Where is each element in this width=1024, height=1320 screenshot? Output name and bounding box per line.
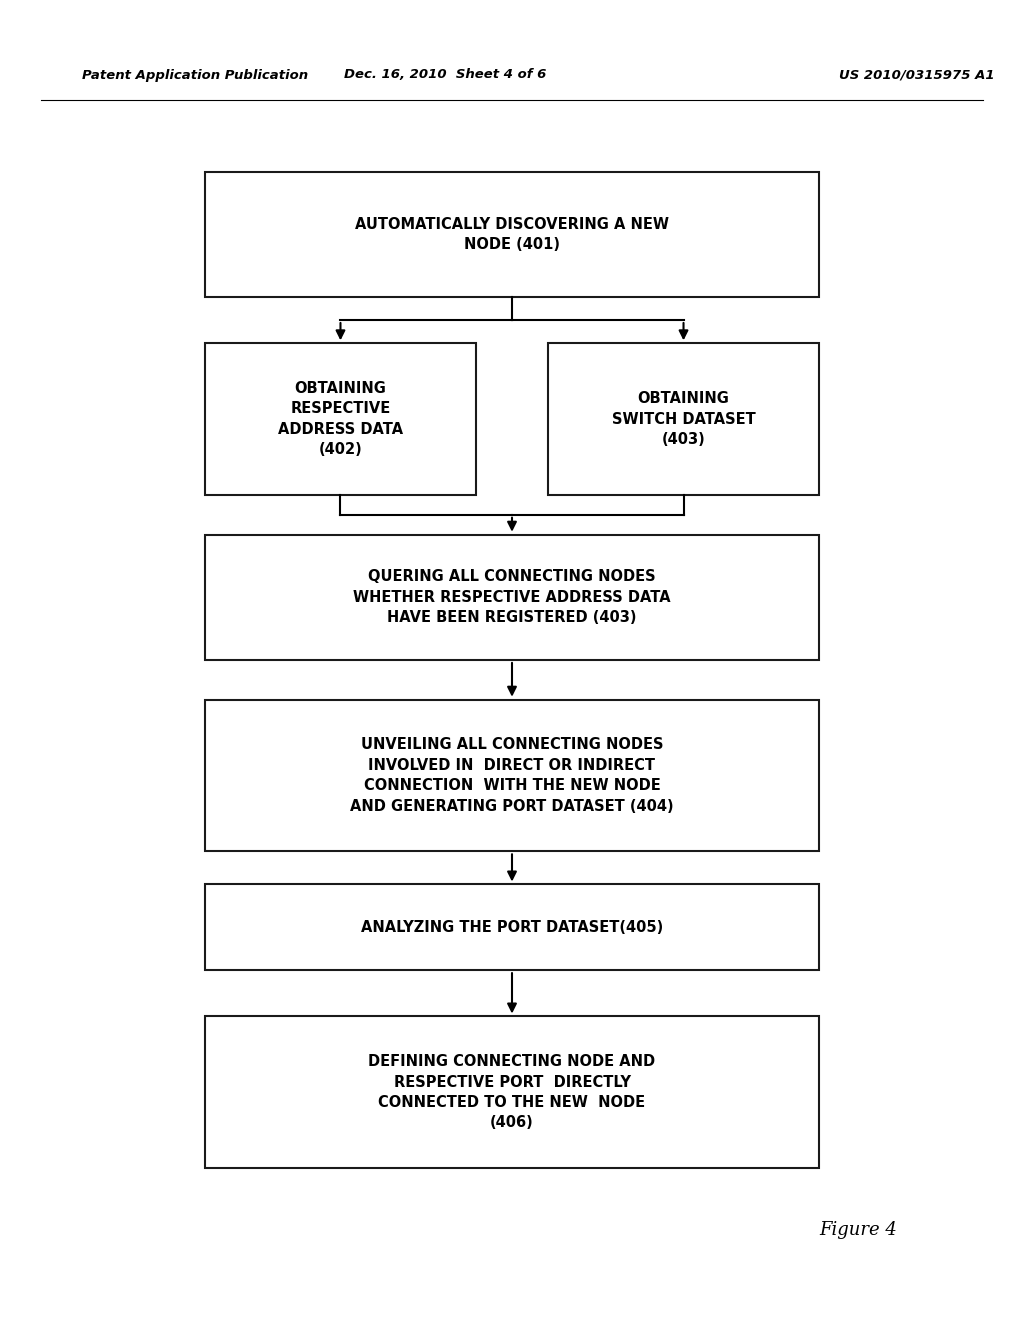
Text: Dec. 16, 2010  Sheet 4 of 6: Dec. 16, 2010 Sheet 4 of 6 [344, 69, 547, 82]
Text: Patent Application Publication: Patent Application Publication [82, 69, 308, 82]
Text: AUTOMATICALLY DISCOVERING A NEW
NODE (401): AUTOMATICALLY DISCOVERING A NEW NODE (40… [355, 216, 669, 252]
Text: ANALYZING THE PORT DATASET(405): ANALYZING THE PORT DATASET(405) [360, 920, 664, 935]
FancyBboxPatch shape [205, 884, 819, 970]
Text: Figure 4: Figure 4 [819, 1221, 897, 1239]
Text: US 2010/0315975 A1: US 2010/0315975 A1 [839, 69, 994, 82]
FancyBboxPatch shape [205, 1016, 819, 1168]
FancyBboxPatch shape [205, 172, 819, 297]
FancyBboxPatch shape [205, 700, 819, 851]
Text: OBTAINING
RESPECTIVE
ADDRESS DATA
(402): OBTAINING RESPECTIVE ADDRESS DATA (402) [278, 381, 403, 457]
FancyBboxPatch shape [548, 343, 819, 495]
Text: QUERING ALL CONNECTING NODES
WHETHER RESPECTIVE ADDRESS DATA
HAVE BEEN REGISTERE: QUERING ALL CONNECTING NODES WHETHER RES… [353, 569, 671, 626]
FancyBboxPatch shape [205, 535, 819, 660]
Text: OBTAINING
SWITCH DATASET
(403): OBTAINING SWITCH DATASET (403) [611, 391, 756, 447]
FancyBboxPatch shape [205, 343, 476, 495]
Text: UNVEILING ALL CONNECTING NODES
INVOLVED IN  DIRECT OR INDIRECT
CONNECTION  WITH : UNVEILING ALL CONNECTING NODES INVOLVED … [350, 738, 674, 813]
Text: DEFINING CONNECTING NODE AND
RESPECTIVE PORT  DIRECTLY
CONNECTED TO THE NEW  NOD: DEFINING CONNECTING NODE AND RESPECTIVE … [369, 1055, 655, 1130]
